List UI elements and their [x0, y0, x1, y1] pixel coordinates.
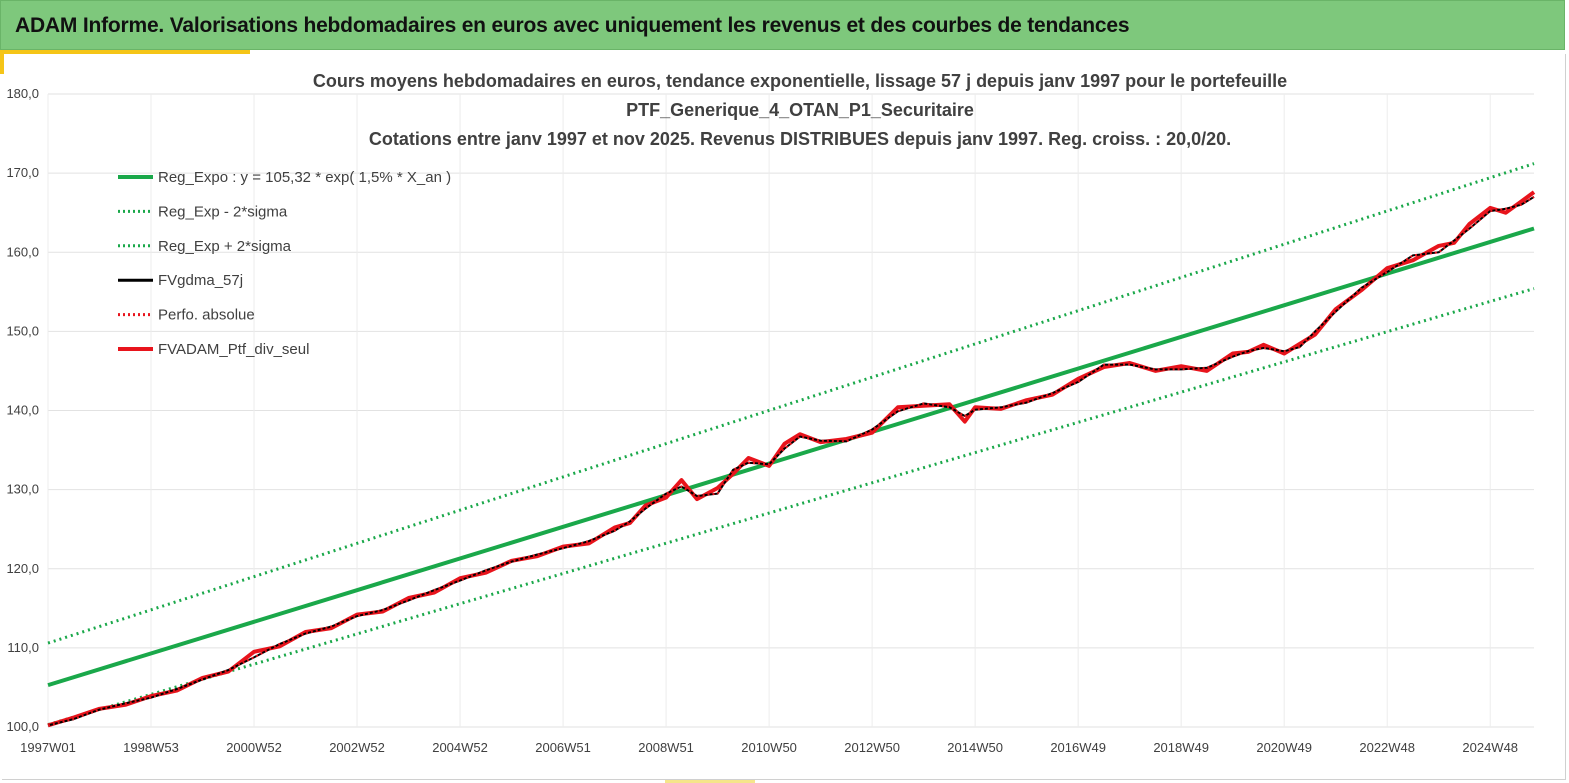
x-tick-label: 2024W48 [1462, 740, 1518, 755]
y-tick-label: 160,0 [6, 244, 39, 259]
series-line-0 [47, 226, 1535, 688]
accent-bar-left [0, 50, 4, 74]
x-tick-label: 2022W48 [1359, 740, 1415, 755]
accent-bar-bottom [665, 779, 755, 783]
series-line-4 [47, 196, 1535, 727]
x-tick-label: 2004W52 [432, 740, 488, 755]
y-tick-label: 120,0 [6, 561, 39, 576]
x-tick-label: 2010W50 [741, 740, 797, 755]
series-line-1 [47, 287, 1535, 727]
y-tick-label: 130,0 [6, 482, 39, 497]
legend-label: Reg_Expo : y = 105,32 * exp( 1,5% * X_an… [158, 169, 451, 186]
accent-bar-top [0, 50, 250, 54]
y-tick-label: 170,0 [6, 165, 39, 180]
y-tick-label: 110,0 [7, 640, 39, 655]
legend-label: Reg_Exp - 2*sigma [158, 203, 288, 220]
x-tick-label: 2006W51 [535, 740, 591, 755]
x-tick-label: 2000W52 [226, 740, 282, 755]
legend-label: FVADAM_Ptf_div_seul [158, 341, 309, 358]
series-line-3 [47, 196, 1535, 727]
x-tick-label: 2002W52 [329, 740, 385, 755]
chart-title-line-3: Cotations entre janv 1997 et nov 2025. R… [368, 129, 1232, 149]
y-tick-label: 140,0 [6, 403, 39, 418]
y-tick-label: 100,0 [6, 719, 39, 734]
y-tick-label: 180,0 [6, 86, 39, 101]
x-tick-label: 2018W49 [1153, 740, 1209, 755]
chart-title-line-1: Cours moyens hebdomadaires en euros, ten… [312, 71, 1288, 91]
x-tick-label: 2020W49 [1256, 740, 1312, 755]
x-tick-label: 2008W51 [638, 740, 694, 755]
x-tick-label: 2016W49 [1050, 740, 1106, 755]
legend-label: Reg_Exp + 2*sigma [158, 238, 292, 255]
legend-label: Perfo. absolue [158, 307, 255, 324]
x-tick-label: 1998W53 [123, 740, 179, 755]
chart-frame [2, 54, 1566, 780]
legend-label: FVgdma_57j [158, 272, 243, 289]
series-line-2 [47, 162, 1535, 645]
chart-title-line-2: PTF_Generique_4_OTAN_P1_Securitaire [626, 100, 974, 120]
x-tick-label: 1997W01 [20, 740, 76, 755]
x-tick-label: 2012W50 [844, 740, 900, 755]
x-tick-label: 2014W50 [947, 740, 1003, 755]
page-title: ADAM Informe. Valorisations hebdomadaire… [15, 14, 1130, 37]
y-tick-label: 150,0 [6, 323, 39, 338]
header-bar: ADAM Informe. Valorisations hebdomadaire… [0, 0, 1565, 50]
